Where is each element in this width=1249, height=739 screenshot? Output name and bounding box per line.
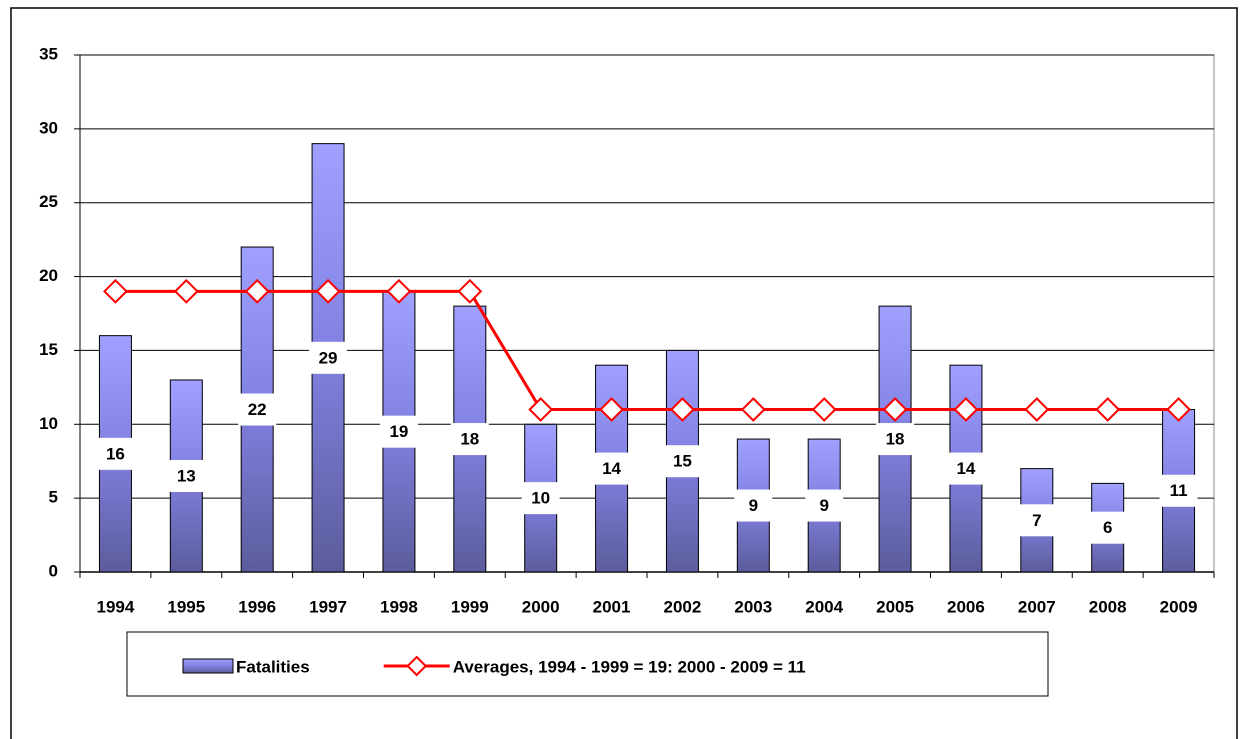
x-tick-label: 2001: [593, 597, 631, 616]
data-label-box: [96, 437, 135, 470]
line-marker: [173, 278, 199, 304]
y-tick-label: 35: [39, 44, 58, 63]
data-label: 18: [886, 430, 905, 449]
data-label-box: [805, 489, 844, 522]
data-label: 7: [1032, 511, 1041, 530]
data-label-box: [167, 459, 206, 492]
x-tick-label: 2009: [1160, 597, 1198, 616]
data-label: 11: [1170, 481, 1188, 500]
x-tick-label: 2003: [734, 597, 772, 616]
line-marker: [103, 278, 128, 304]
data-label-box: [1088, 511, 1127, 544]
data-label: 6: [1103, 518, 1112, 537]
y-tick-label: 0: [49, 561, 58, 580]
data-label-box: [876, 423, 915, 456]
x-tick-label: 2008: [1089, 597, 1127, 616]
x-tick-label: 1995: [167, 597, 205, 616]
data-label: 13: [177, 466, 196, 485]
data-label-box: [238, 393, 277, 426]
data-label: 14: [956, 459, 975, 478]
line-series: [115, 289, 1179, 412]
legend-swatch-marker: [406, 655, 428, 677]
x-tick-label: 1997: [309, 597, 347, 616]
y-tick-label: 25: [39, 192, 58, 211]
y-tick-label: 30: [39, 118, 58, 137]
data-label-box: [1017, 504, 1056, 537]
x-tick-label: 1994: [97, 597, 135, 616]
data-label-box: [1159, 474, 1198, 507]
x-tick-label: 2006: [947, 597, 985, 616]
x-tick-label: 2005: [876, 597, 914, 616]
line-marker: [882, 397, 908, 422]
x-tick-label: 2004: [805, 597, 843, 616]
data-label: 9: [819, 496, 828, 515]
line-marker: [528, 397, 554, 422]
data-label: 15: [673, 452, 692, 471]
data-label-box: [663, 445, 702, 478]
legend-swatch: [182, 658, 234, 674]
legend-label: Fatalities: [236, 657, 310, 676]
line-marker: [1095, 397, 1121, 422]
line-marker: [811, 397, 837, 422]
line-marker: [599, 397, 624, 422]
y-tick-label: 20: [39, 266, 58, 285]
data-label-box: [450, 423, 489, 456]
x-tick-label: 1999: [451, 597, 489, 616]
data-label: 29: [319, 348, 338, 367]
data-label-box: [734, 489, 773, 522]
x-tick-label: 1998: [380, 597, 418, 616]
line-marker: [457, 278, 483, 304]
data-label: 14: [602, 459, 621, 478]
legend-box: [126, 631, 1049, 697]
legend-label: Averages, 1994 - 1999 = 19: 2000 - 2009 …: [453, 657, 806, 676]
data-label-box: [379, 415, 418, 448]
y-tick-label: 5: [49, 488, 58, 507]
line-marker: [244, 278, 270, 304]
line-marker: [670, 397, 695, 422]
x-tick-label: 1996: [238, 597, 276, 616]
chart-frame: [10, 7, 1238, 739]
x-tick-label: 2000: [522, 597, 560, 616]
x-tick-label: 2002: [664, 597, 702, 616]
data-label: 22: [248, 400, 267, 419]
line-marker: [386, 278, 412, 304]
data-label-box: [592, 452, 631, 485]
data-label: 19: [389, 422, 408, 441]
data-label: 9: [749, 496, 758, 515]
x-tick-label: 2007: [1018, 597, 1056, 616]
data-label-box: [946, 452, 985, 485]
line-marker: [1166, 397, 1191, 422]
data-label-box: [309, 341, 348, 374]
data-label-box: [521, 482, 560, 515]
line-marker: [315, 278, 341, 304]
line-marker: [1024, 397, 1050, 422]
data-label: 16: [106, 444, 125, 463]
data-label: 18: [460, 430, 479, 449]
y-tick-label: 15: [39, 340, 58, 359]
y-tick-label: 10: [39, 414, 58, 433]
line-marker: [740, 397, 766, 422]
line-marker: [953, 397, 979, 422]
data-label: 10: [531, 489, 550, 508]
